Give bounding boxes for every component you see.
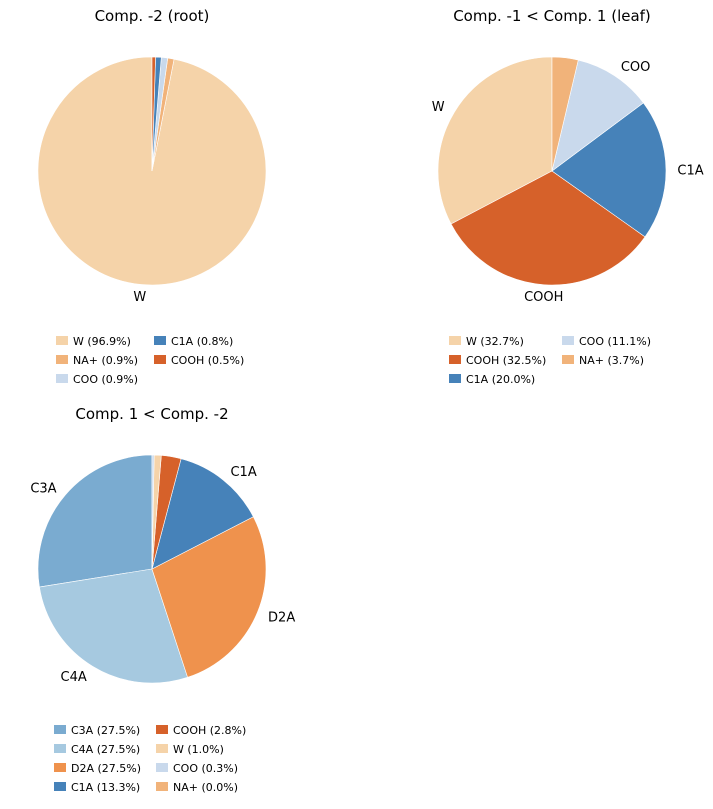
legend-item: D2A (27.5%) [54, 762, 141, 775]
legend-label: COOH (2.8%) [173, 724, 246, 737]
legend: W (96.9%) NA+ (0.9%) COO (0.9%) C1A (0.8%) C… [56, 335, 244, 386]
legend-swatch [156, 744, 168, 753]
pie-slices [37, 454, 267, 684]
legend-swatch [154, 336, 166, 345]
legend-label: D2A (27.5%) [71, 762, 141, 775]
legend-label: C1A (20.0%) [466, 373, 535, 386]
chart-title: Comp. 1 < Comp. -2 [75, 405, 228, 423]
pie-slice-na [551, 56, 579, 172]
pie-slice-cooh [450, 170, 646, 286]
legend-swatch [562, 336, 574, 345]
legend-swatch [154, 355, 166, 364]
pie-slice-c4a [39, 568, 188, 684]
legend-label: C4A (27.5%) [71, 743, 140, 756]
pie-slices [37, 56, 267, 286]
legend-label: W (32.7%) [466, 335, 524, 348]
legend-item: COOH (32.5%) [449, 354, 546, 367]
legend-label: C3A (27.5%) [71, 724, 140, 737]
pie-slice-coo [551, 59, 644, 172]
pie-slice-labels: W COOH C1A COO [432, 60, 704, 305]
legend-swatch [56, 336, 68, 345]
legend-item: COO (0.3%) [156, 762, 238, 775]
legend-item: COO (11.1%) [562, 335, 651, 348]
legend-swatch [156, 725, 168, 734]
legend-label: COO (0.9%) [73, 373, 138, 386]
legend-item: COOH (0.5%) [154, 354, 244, 367]
slice-label: C1A [677, 163, 703, 178]
pie-slice-labels: C3A C4A D2A C1A [30, 465, 295, 685]
legend-swatch [56, 374, 68, 383]
slice-label: D2A [268, 610, 295, 625]
chart-title: Comp. -1 < Comp. 1 (leaf) [453, 7, 651, 25]
legend-item: NA+ (3.7%) [562, 354, 644, 367]
legend-item: COOH (2.8%) [156, 724, 246, 737]
legend-label: NA+ (0.9%) [73, 354, 138, 367]
slice-label: W [432, 100, 445, 115]
legend-label: NA+ (3.7%) [579, 354, 644, 367]
pie-panel-root: Comp. -2 (root) W W (96.9%) NA+ (0.9%) COO… [37, 7, 267, 386]
legend-item: C1A (13.3%) [54, 781, 140, 794]
slice-label: COOH [524, 290, 563, 305]
legend-swatch [156, 763, 168, 772]
pie-slice-d2a [151, 516, 267, 678]
slice-label: COO [621, 60, 651, 75]
legend-item: C3A (27.5%) [54, 724, 140, 737]
pie-panel-comp1: Comp. 1 < Comp. -2 C3A C4A D2A C1A C3A (27.… [30, 405, 295, 794]
pie-panel-leaf: Comp. -1 < Comp. 1 (leaf) W COOH C1A COO W … [432, 7, 704, 386]
legend-item: C1A (20.0%) [449, 373, 535, 386]
legend-swatch [156, 782, 168, 791]
pie-slice-c3a [37, 454, 153, 588]
legend-label: COO (11.1%) [579, 335, 651, 348]
slice-label: W [133, 290, 146, 305]
pie-slices [437, 56, 667, 286]
legend-swatch [54, 725, 66, 734]
legend-label: C1A (13.3%) [71, 781, 140, 794]
chart-title: Comp. -2 (root) [95, 7, 210, 25]
legend-label: C1A (0.8%) [171, 335, 233, 348]
legend-swatch [54, 763, 66, 772]
legend-label: NA+ (0.0%) [173, 781, 238, 794]
legend-label: COOH (32.5%) [466, 354, 546, 367]
legend-swatch [562, 355, 574, 364]
legend-item: C1A (0.8%) [154, 335, 233, 348]
legend-swatch [449, 336, 461, 345]
slice-label: C1A [230, 465, 256, 480]
legend-swatch [56, 355, 68, 364]
legend-swatch [449, 374, 461, 383]
legend-item: NA+ (0.0%) [156, 781, 238, 794]
legend-item: W (96.9%) [56, 335, 131, 348]
legend-item: NA+ (0.9%) [56, 354, 138, 367]
legend-swatch [54, 782, 66, 791]
pie-slice-c1a [151, 458, 254, 570]
slice-label: C3A [30, 482, 56, 497]
legend: W (32.7%) COOH (32.5%) C1A (20.0%) COO (11.… [449, 335, 651, 386]
legend-label: COO (0.3%) [173, 762, 238, 775]
legend-label: W (1.0%) [173, 743, 224, 756]
legend-item: W (32.7%) [449, 335, 524, 348]
legend-label: COOH (0.5%) [171, 354, 244, 367]
legend-item: C4A (27.5%) [54, 743, 140, 756]
legend-swatch [54, 744, 66, 753]
legend: C3A (27.5%) C4A (27.5%) D2A (27.5%) C1A (13… [54, 724, 246, 794]
legend-item: COO (0.9%) [56, 373, 138, 386]
legend-label: W (96.9%) [73, 335, 131, 348]
pie-slice-coo [151, 454, 155, 570]
legend-swatch [449, 355, 461, 364]
slice-label: C4A [61, 670, 87, 685]
pie-slice-w [437, 56, 553, 225]
legend-item: W (1.0%) [156, 743, 224, 756]
pie-slice-cooh [151, 56, 156, 172]
pie-slice-labels: W [133, 290, 146, 305]
pie-slice-c1a [551, 102, 667, 238]
